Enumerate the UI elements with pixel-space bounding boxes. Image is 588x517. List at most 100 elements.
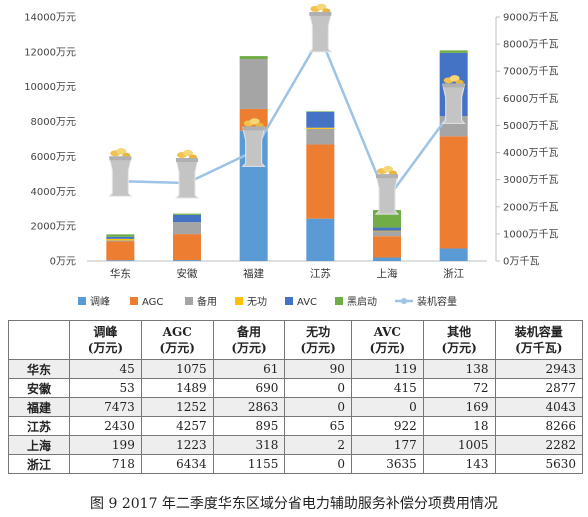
legend-label: 调峰 [90, 296, 110, 308]
header-title: 装机容量 [514, 325, 563, 339]
value-cell: 53 [69, 378, 142, 398]
table-row: 江苏 2430 4257 895 65 922 18 8266 [7, 416, 584, 436]
tower-rim-icon [309, 11, 332, 16]
bar-segment [239, 59, 268, 109]
legend-swatch [235, 297, 243, 305]
value-cell: 0 [284, 378, 352, 398]
value-cell: 1075 [140, 359, 214, 379]
bar-segment [106, 260, 135, 261]
value-cell: 4257 [140, 416, 214, 436]
value-cell: 1489 [140, 378, 214, 398]
value-cell: 690 [212, 378, 286, 398]
value-cell: 1252 [140, 397, 214, 417]
value-cell: 1223 [140, 435, 214, 455]
tower-rim-icon [442, 83, 465, 88]
cooling-tower-icon [374, 174, 400, 215]
bar-segment [173, 234, 201, 261]
right-tick-label: 5000万千瓦 [503, 120, 558, 132]
value-cell: 0 [284, 454, 352, 474]
capacity-series-line [120, 35, 455, 201]
bar-segment [306, 127, 335, 129]
category-label: 华东 [110, 267, 131, 280]
legend-label: 黑启动 [347, 295, 377, 308]
bar-segment [106, 240, 135, 242]
value-cell: 2863 [212, 397, 286, 417]
legend-swatch [130, 297, 138, 305]
header-title: 备用 [237, 325, 262, 339]
table-row: 福建 7473 1252 2863 0 0 169 4043 [7, 397, 584, 417]
value-cell: 45 [69, 359, 142, 379]
power-plant-marker-icon [108, 148, 133, 197]
bar-segment [173, 222, 201, 235]
table-header-cell [7, 320, 71, 360]
left-tick-label: 8000万元 [31, 117, 76, 128]
smoke-puff-icon [116, 148, 127, 155]
power-plant-marker-icon [374, 165, 400, 215]
left-axis: 0万元 2000万元 4000万元 6000万元 8000万元 10000万元 12000万… [24, 13, 76, 268]
value-cell: 199 [69, 435, 142, 455]
bar-segment [306, 111, 335, 112]
value-cell: 4043 [494, 397, 584, 417]
right-axis: 0万千瓦 1000万千瓦 2000万千瓦 3000万千瓦 4000万千瓦 5000万千瓦 6… [495, 12, 558, 268]
value-cell: 1005 [422, 435, 496, 455]
left-tick-label: 12000万元 [24, 47, 76, 58]
table-row: 浙江 718 6434 1155 0 3635 143 5630 [7, 454, 584, 474]
category-labels: 华东 安徽 福建 江苏 上海 浙江 [110, 267, 465, 280]
value-cell: 143 [422, 454, 496, 474]
legend-line-marker [401, 298, 407, 304]
value-cell: 177 [350, 435, 424, 455]
left-tick-label: 2000万元 [31, 222, 76, 233]
right-tick-label: 9000万千瓦 [503, 12, 558, 24]
smoke-puff-icon [383, 165, 393, 173]
power-plant-marker-icon [174, 149, 200, 199]
table-row: 安徽 53 1489 690 0 415 72 2877 [7, 378, 584, 398]
smoke-puff-icon [316, 3, 327, 11]
value-cell: 718 [69, 454, 142, 474]
bar-segment [306, 111, 335, 128]
category-label: 浙江 [443, 268, 464, 280]
value-cell: 72 [422, 378, 496, 398]
category-label: 上海 [377, 267, 398, 280]
tower-rim-icon [176, 158, 198, 163]
table-header-cell: 无功 (万元) [284, 320, 352, 360]
bar-segment [173, 260, 201, 261]
cooling-tower-icon [108, 156, 133, 197]
header-unit: (万元) [87, 341, 124, 355]
left-tick-label: 6000万元 [31, 152, 76, 163]
value-cell: 65 [284, 416, 352, 436]
value-cell: 415 [350, 378, 424, 398]
cooling-tower-icon [241, 126, 266, 167]
right-tick-label: 3000万千瓦 [503, 174, 558, 186]
region-cell: 福建 [7, 397, 71, 417]
figure-caption: 图 9 2017 年二季度华东区域分省电力辅助服务补偿分项费用情况 [90, 496, 498, 512]
bar-segment [239, 56, 268, 60]
table-header-cell: 备用 (万元) [212, 320, 286, 360]
bar-segment [373, 230, 401, 232]
value-cell: 138 [422, 359, 496, 379]
table-header-cell: 调峰 (万元) [69, 320, 142, 360]
table-body: 华东 45 1075 61 90 119 138 2943 安徽 53 1489 690 0 415 72 2… [7, 359, 584, 474]
category-label: 江苏 [310, 267, 331, 280]
bars [106, 50, 468, 261]
left-tick-label: 10000万元 [24, 82, 76, 93]
tower-rim-icon [242, 126, 265, 131]
value-cell: 2 [284, 435, 352, 455]
legend-swatch [335, 297, 343, 305]
tower-rim-icon [376, 174, 398, 179]
left-tick-label: 0万元 [50, 257, 76, 268]
region-cell: 浙江 [7, 454, 71, 474]
region-cell: 上海 [7, 435, 71, 455]
value-cell: 1155 [212, 454, 286, 474]
bar-segment [173, 214, 201, 223]
legend-label: 无功 [247, 296, 267, 308]
header-title: 其他 [447, 325, 472, 339]
value-cell: 318 [212, 435, 286, 455]
header-unit: (万千瓦) [515, 341, 563, 355]
legend-label: AVC [297, 297, 317, 308]
bar-segment [306, 144, 335, 219]
region-cell: 江苏 [7, 416, 71, 436]
value-cell: 119 [350, 359, 424, 379]
smoke-puff-icon [249, 118, 260, 125]
category-label: 安徽 [177, 267, 198, 280]
smoke-puff-icon [183, 149, 193, 157]
